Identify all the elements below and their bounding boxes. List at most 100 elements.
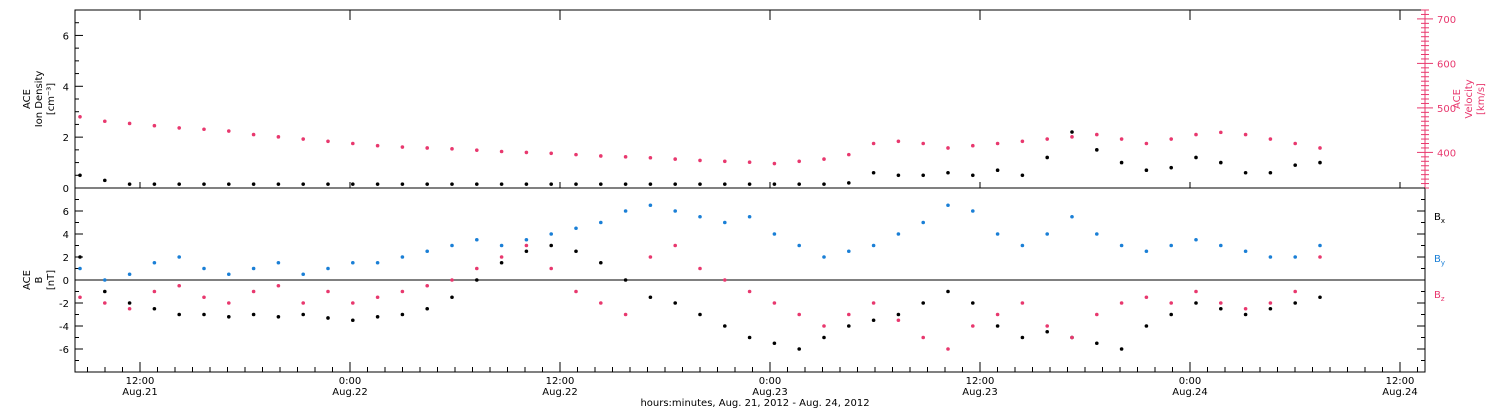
- data-point: [822, 182, 826, 186]
- data-point: [1020, 173, 1025, 178]
- data-point: [251, 182, 256, 186]
- data-point: [574, 226, 578, 231]
- data-point: [1119, 160, 1124, 165]
- data-point: [1070, 335, 1074, 340]
- data-point: [1169, 301, 1173, 305]
- top-series-black: [78, 130, 1322, 186]
- data-point: [499, 243, 504, 248]
- data-point: [524, 243, 529, 248]
- top-left-ylabel-line: Ion Density: [34, 71, 45, 128]
- x-axis-label: hours:minutes, Aug. 21, 2012 - Aug. 24, …: [640, 398, 869, 409]
- data-point: [1095, 312, 1099, 317]
- x-tick-date: Aug.23: [752, 387, 787, 398]
- data-point: [946, 347, 950, 351]
- data-point: [871, 301, 876, 305]
- x-tick-label: 12:00: [126, 376, 155, 387]
- data-point: [1293, 255, 1297, 259]
- data-point: [524, 182, 529, 186]
- data-point: [127, 121, 132, 126]
- data-point: [723, 278, 727, 282]
- bottom-series-black: [78, 243, 1322, 351]
- data-point: [673, 182, 677, 186]
- data-point: [1194, 301, 1198, 305]
- data-point: [400, 289, 405, 294]
- data-point: [1144, 249, 1149, 254]
- data-point: [1169, 137, 1173, 141]
- data-point: [276, 260, 281, 265]
- data-point: [921, 335, 925, 340]
- data-point: [1045, 155, 1049, 160]
- data-point: [400, 182, 405, 186]
- data-point: [276, 283, 281, 288]
- data-point: [847, 249, 851, 254]
- data-point: [673, 157, 677, 161]
- data-point: [797, 312, 801, 317]
- data-point: [1070, 135, 1074, 139]
- data-point: [177, 126, 181, 130]
- data-point: [673, 209, 677, 213]
- data-point: [450, 295, 454, 300]
- data-point: [896, 232, 901, 236]
- data-point: [747, 160, 752, 164]
- data-point: [475, 148, 479, 152]
- data-point: [847, 324, 851, 328]
- data-point: [723, 324, 727, 328]
- data-point: [822, 324, 826, 328]
- data-point: [847, 181, 851, 185]
- top-left-ylabel-line: ACE: [22, 89, 33, 109]
- data-point: [152, 306, 157, 311]
- data-point: [747, 182, 752, 186]
- data-point: [1318, 255, 1322, 259]
- data-point: [1194, 132, 1198, 137]
- data-point: [896, 139, 901, 144]
- data-point: [599, 301, 603, 305]
- bottom-left-axis: -6 -4 -2 0 2 4 6: [59, 187, 1425, 373]
- data-point: [599, 154, 603, 158]
- data-point: [772, 161, 777, 166]
- data-point: [1144, 141, 1149, 146]
- data-point: [276, 182, 281, 186]
- bottom-left-tick-label: 4: [63, 230, 69, 241]
- top-left-tick-label: 4: [63, 82, 69, 93]
- data-point: [375, 182, 380, 186]
- data-point: [822, 255, 826, 259]
- data-point: [921, 301, 925, 305]
- data-point: [400, 312, 405, 317]
- bottom-left-tick-label: 2: [63, 253, 69, 264]
- data-point: [1020, 335, 1025, 340]
- data-point: [1169, 165, 1173, 170]
- top-right-ylabel-line: ACE: [1452, 89, 1463, 109]
- data-point: [78, 115, 82, 119]
- data-point: [772, 232, 777, 236]
- data-point: [946, 203, 950, 208]
- top-left-ylabel-line: [cm⁻³]: [46, 83, 57, 115]
- data-point: [1070, 214, 1074, 219]
- data-point: [1144, 324, 1149, 328]
- data-point: [747, 289, 752, 294]
- top-left-axis: 0 2 4 6: [63, 9, 83, 195]
- data-point: [1268, 170, 1273, 175]
- x-tick-date: Aug.24: [1382, 387, 1417, 398]
- data-point: [351, 260, 355, 265]
- top-right-ylabel: ACE Velocity [km/s]: [1452, 79, 1487, 118]
- data-point: [1119, 137, 1124, 141]
- data-point: [152, 260, 157, 265]
- data-point: [896, 312, 901, 317]
- data-point: [177, 255, 181, 259]
- data-point: [1144, 168, 1149, 172]
- data-point: [723, 182, 727, 186]
- data-point: [1318, 243, 1322, 248]
- data-point: [351, 301, 355, 305]
- data-point: [251, 312, 256, 317]
- data-point: [127, 306, 132, 311]
- data-point: [921, 173, 925, 178]
- data-point: [648, 295, 653, 300]
- data-point: [103, 178, 107, 183]
- data-point: [1045, 137, 1049, 141]
- data-point: [375, 143, 380, 148]
- data-point: [698, 182, 702, 186]
- data-point: [921, 141, 925, 146]
- bottom-series-blue: [78, 203, 1322, 282]
- data-point: [1020, 243, 1025, 248]
- data-point: [1318, 295, 1322, 300]
